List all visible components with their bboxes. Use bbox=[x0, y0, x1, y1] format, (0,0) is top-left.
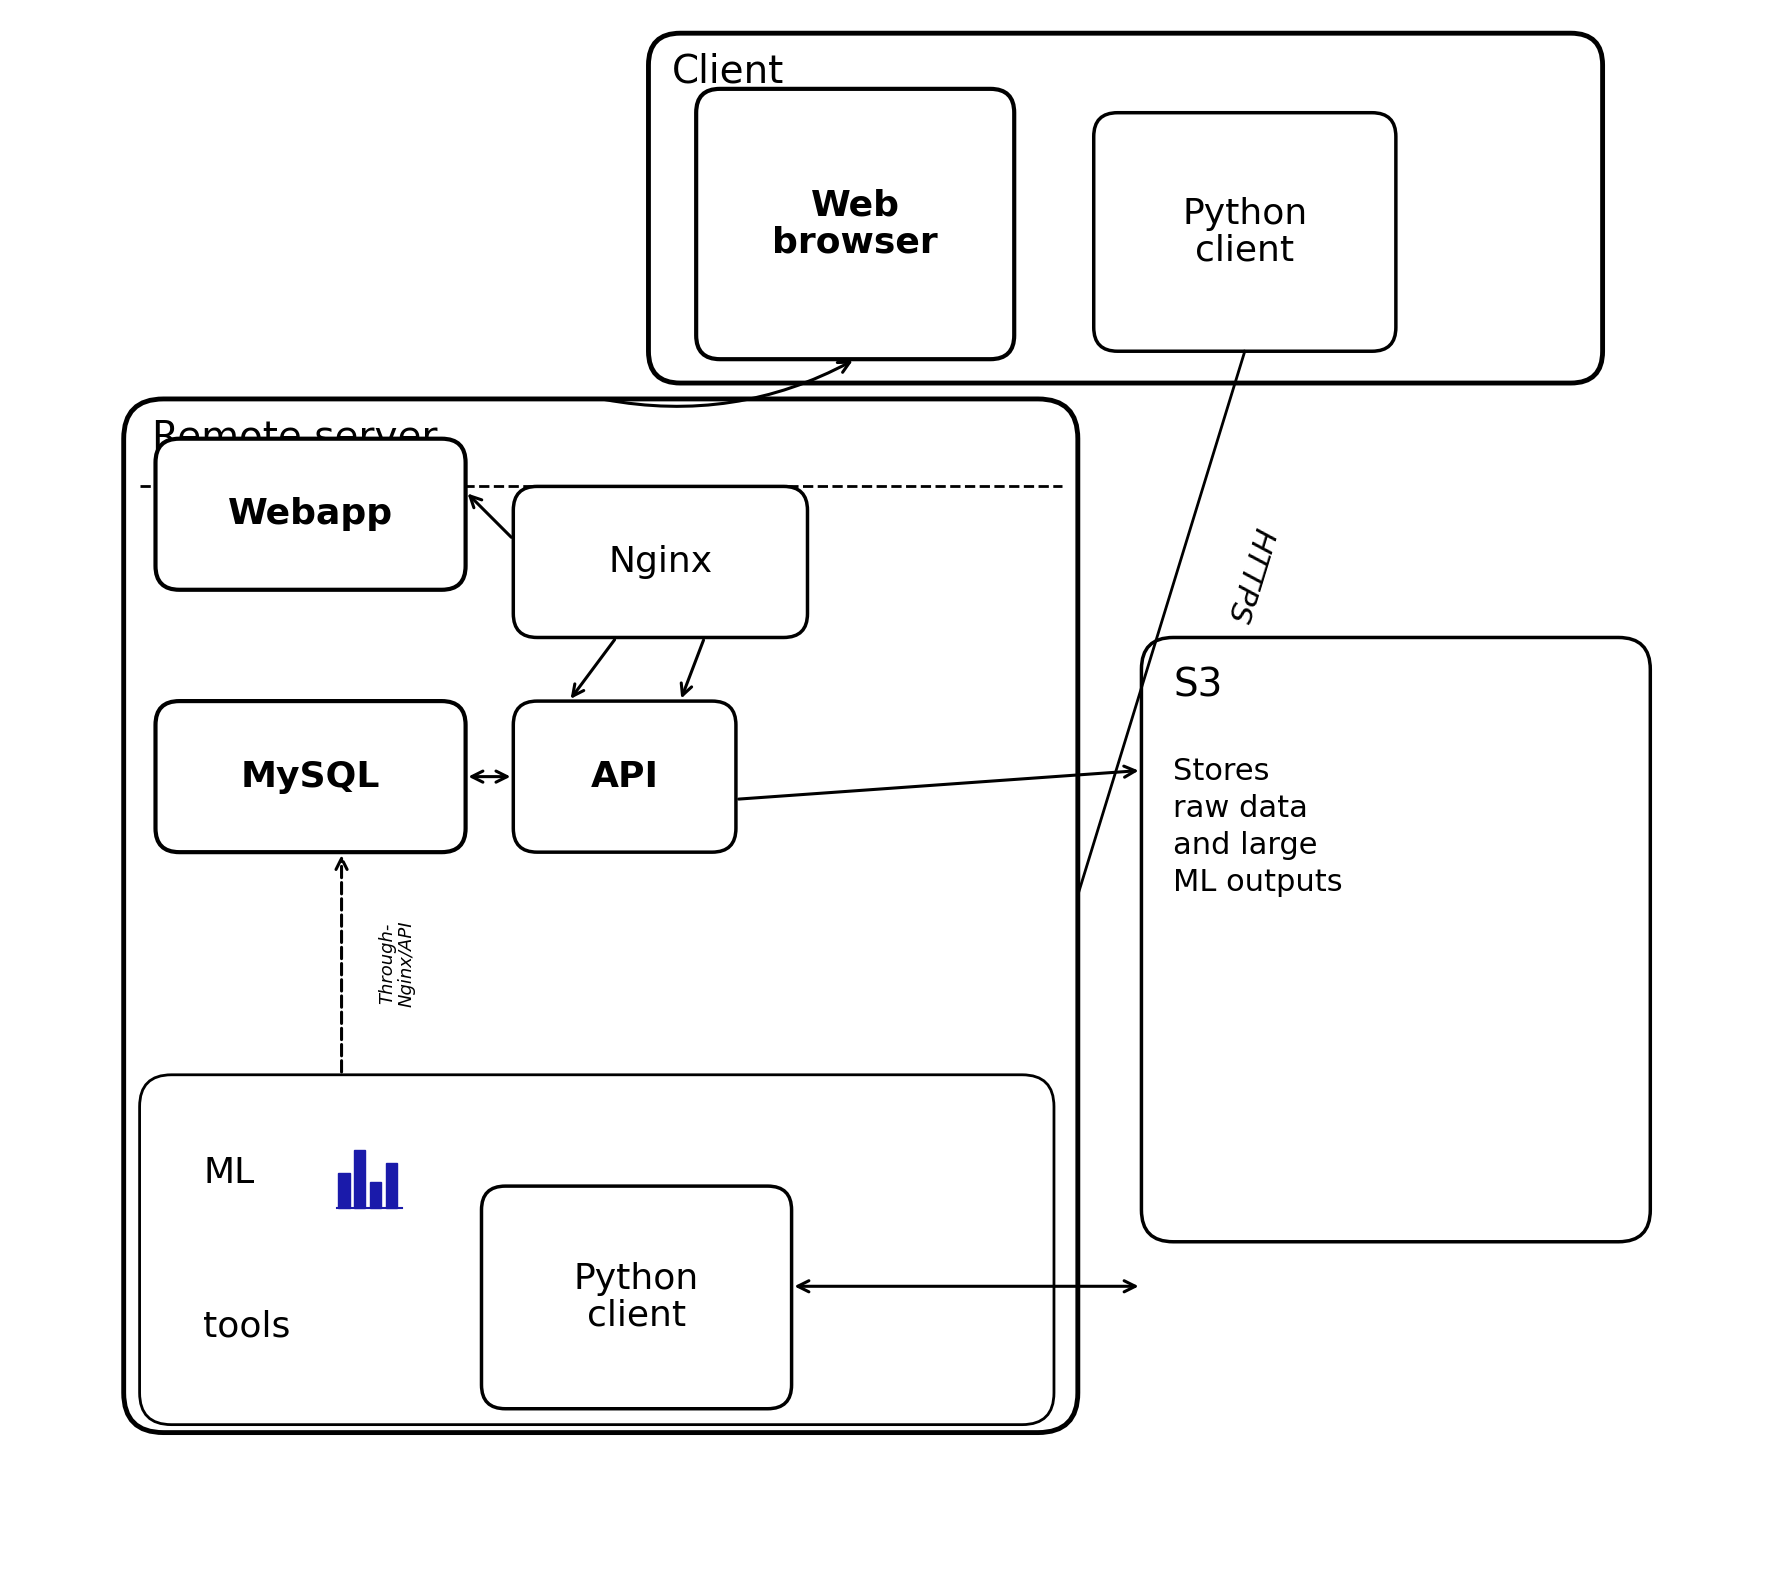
FancyBboxPatch shape bbox=[480, 1187, 791, 1408]
Text: S3: S3 bbox=[1172, 666, 1222, 704]
Text: Web
browser: Web browser bbox=[771, 188, 938, 260]
FancyBboxPatch shape bbox=[124, 398, 1078, 1432]
Text: Webapp: Webapp bbox=[229, 497, 394, 530]
Text: Nginx: Nginx bbox=[608, 545, 713, 578]
FancyBboxPatch shape bbox=[512, 486, 807, 637]
Text: Docker: Docker bbox=[152, 499, 278, 534]
Text: tools: tools bbox=[204, 1309, 291, 1343]
FancyBboxPatch shape bbox=[156, 701, 465, 852]
FancyBboxPatch shape bbox=[512, 701, 736, 852]
Text: Remote server: Remote server bbox=[152, 417, 438, 456]
Bar bbox=[355, 1150, 365, 1207]
FancyBboxPatch shape bbox=[649, 33, 1601, 382]
Text: MySQL: MySQL bbox=[241, 760, 379, 793]
FancyBboxPatch shape bbox=[156, 438, 465, 589]
Bar bbox=[371, 1182, 381, 1207]
FancyBboxPatch shape bbox=[1094, 113, 1395, 350]
FancyBboxPatch shape bbox=[695, 89, 1014, 358]
Text: Python
client: Python client bbox=[574, 1262, 699, 1333]
FancyBboxPatch shape bbox=[1140, 637, 1649, 1243]
FancyBboxPatch shape bbox=[140, 1075, 1053, 1424]
Text: Client: Client bbox=[672, 53, 784, 91]
Text: API: API bbox=[590, 760, 658, 793]
Text: Stores
raw data
and large
ML outputs: Stores raw data and large ML outputs bbox=[1172, 757, 1342, 897]
Text: Through-
Nginx/API: Through- Nginx/API bbox=[378, 921, 415, 1007]
Bar bbox=[387, 1163, 397, 1207]
Text: ML: ML bbox=[204, 1157, 254, 1190]
Text: Python
client: Python client bbox=[1181, 196, 1307, 268]
Text: HTTPS: HTTPS bbox=[1220, 524, 1277, 626]
Bar bbox=[339, 1172, 349, 1207]
